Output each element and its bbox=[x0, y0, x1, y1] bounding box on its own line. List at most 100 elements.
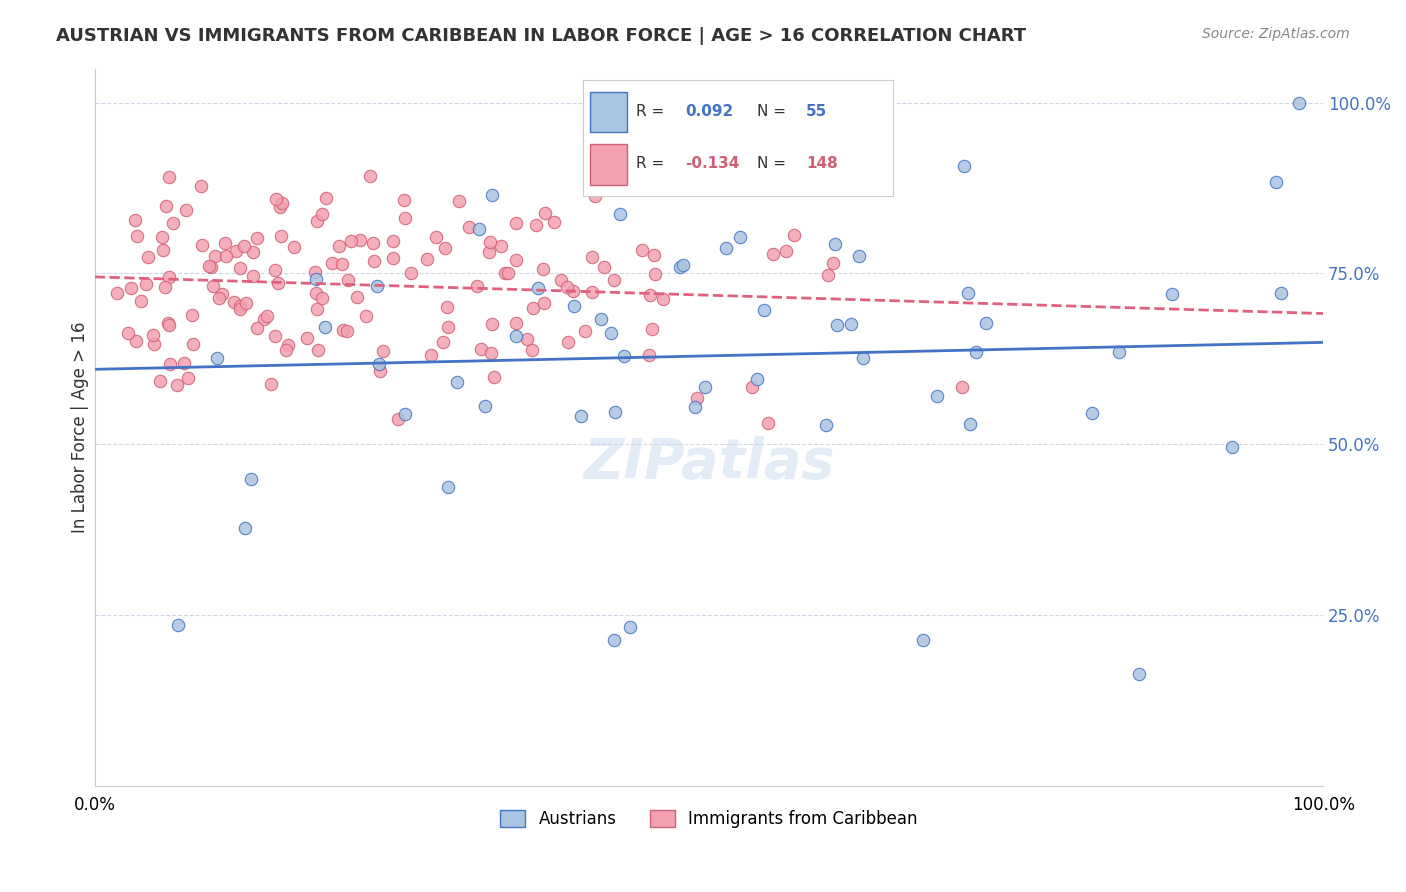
Point bbox=[340, 234, 363, 248]
Point bbox=[330, 257, 353, 271]
Point bbox=[264, 192, 287, 206]
Point bbox=[756, 416, 779, 430]
Point bbox=[925, 389, 948, 403]
Point bbox=[229, 301, 252, 316]
Point bbox=[479, 235, 502, 249]
Point bbox=[373, 344, 395, 359]
Point bbox=[382, 235, 405, 249]
Text: AUSTRIAN VS IMMIGRANTS FROM CARIBBEAN IN LABOR FORCE | AGE > 16 CORRELATION CHAR: AUSTRIAN VS IMMIGRANTS FROM CARIBBEAN IN… bbox=[56, 27, 1026, 45]
Point bbox=[609, 207, 631, 221]
Point bbox=[156, 316, 179, 330]
Point bbox=[638, 348, 661, 362]
Point bbox=[437, 320, 460, 334]
Point bbox=[600, 326, 623, 341]
Point bbox=[447, 194, 470, 208]
Point bbox=[602, 273, 624, 287]
Point bbox=[260, 376, 283, 391]
Point bbox=[304, 265, 326, 279]
Point bbox=[321, 256, 343, 270]
Point bbox=[346, 290, 368, 304]
Point bbox=[167, 618, 190, 632]
Point bbox=[157, 318, 180, 333]
Point bbox=[762, 246, 785, 260]
Point bbox=[950, 380, 973, 394]
Point bbox=[965, 345, 987, 359]
Point bbox=[817, 268, 839, 282]
Point bbox=[157, 169, 180, 184]
Point bbox=[176, 371, 198, 385]
Point bbox=[581, 250, 603, 264]
Point bbox=[136, 250, 159, 264]
Text: 148: 148 bbox=[806, 156, 838, 171]
Point bbox=[311, 291, 333, 305]
Point bbox=[166, 378, 188, 392]
Point bbox=[105, 286, 128, 301]
Point bbox=[520, 343, 543, 358]
Point bbox=[155, 199, 177, 213]
Point bbox=[361, 236, 384, 251]
Point bbox=[190, 238, 212, 252]
Text: N =: N = bbox=[756, 104, 790, 120]
Point bbox=[354, 309, 377, 323]
Point bbox=[125, 334, 148, 348]
Point bbox=[474, 399, 496, 413]
Point bbox=[581, 285, 603, 300]
Point bbox=[315, 191, 337, 205]
Point bbox=[245, 231, 267, 245]
Point bbox=[489, 239, 512, 253]
Point bbox=[775, 244, 797, 258]
Point bbox=[953, 159, 976, 173]
Point bbox=[307, 343, 329, 358]
Point bbox=[349, 233, 371, 247]
Point bbox=[824, 236, 846, 251]
Point bbox=[630, 244, 652, 258]
Point bbox=[181, 337, 204, 351]
Point bbox=[155, 280, 177, 294]
Point bbox=[229, 261, 252, 276]
Point bbox=[1270, 286, 1292, 301]
Point bbox=[305, 286, 328, 301]
Point bbox=[135, 277, 157, 292]
Point bbox=[305, 214, 328, 228]
Point bbox=[162, 216, 184, 230]
Point bbox=[1080, 406, 1102, 420]
Point bbox=[120, 280, 142, 294]
Point bbox=[516, 332, 538, 346]
Point bbox=[173, 356, 195, 370]
Point bbox=[1128, 667, 1150, 681]
Point bbox=[693, 380, 716, 394]
Text: ZIPatlas: ZIPatlas bbox=[583, 436, 835, 490]
Point bbox=[976, 316, 998, 330]
Point bbox=[481, 317, 503, 331]
Point bbox=[741, 380, 763, 394]
Point bbox=[305, 272, 328, 286]
Point bbox=[848, 248, 870, 262]
Point bbox=[823, 256, 845, 270]
Point bbox=[959, 417, 981, 432]
Point bbox=[533, 206, 555, 220]
Point bbox=[225, 244, 247, 259]
Point bbox=[478, 245, 501, 260]
Point bbox=[827, 318, 849, 332]
Point bbox=[283, 240, 305, 254]
Point bbox=[336, 272, 359, 286]
Point bbox=[458, 220, 481, 235]
Point bbox=[274, 343, 297, 358]
Point bbox=[253, 312, 276, 326]
Point bbox=[381, 251, 404, 265]
Point bbox=[783, 228, 806, 243]
Point bbox=[714, 241, 737, 255]
Point bbox=[543, 215, 565, 229]
Point bbox=[527, 281, 550, 295]
Text: Source: ZipAtlas.com: Source: ZipAtlas.com bbox=[1202, 27, 1350, 41]
Point bbox=[494, 266, 516, 280]
Point bbox=[233, 239, 256, 253]
Point bbox=[157, 270, 180, 285]
Point bbox=[603, 405, 626, 419]
Point bbox=[370, 364, 392, 378]
Point bbox=[277, 338, 299, 352]
Point bbox=[522, 301, 544, 316]
Point bbox=[143, 336, 166, 351]
Point bbox=[745, 372, 768, 386]
Point bbox=[201, 279, 224, 293]
